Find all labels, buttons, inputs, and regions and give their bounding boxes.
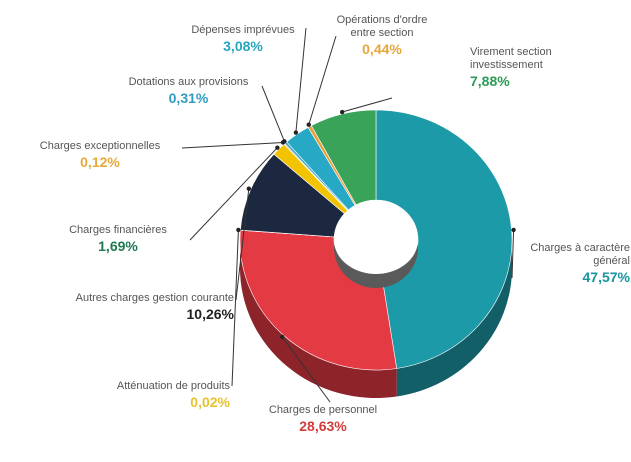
- category-name: Charges à caractère général: [530, 242, 630, 267]
- category-name: Charges de personnel: [268, 404, 378, 416]
- leader-line-6: [181, 141, 284, 149]
- label-charges-personnel: Charges de personnel 28,63%: [268, 404, 378, 434]
- leader-line-9: [308, 35, 337, 125]
- slice-side-1: [396, 240, 512, 397]
- leader-dot-10: [339, 109, 345, 115]
- leader-dot-7: [282, 139, 287, 144]
- leader-dot-2: [280, 334, 285, 340]
- donut-depth: [240, 240, 512, 398]
- leader-dot-4: [246, 186, 252, 191]
- value-label: 0,44%: [362, 41, 402, 57]
- category-name: Virement section investissement: [470, 46, 552, 71]
- value-label: 0,12%: [80, 154, 120, 170]
- leader-line-5: [189, 147, 278, 241]
- label-autres-charges: Autres charges gestion courante 10,26%: [6, 292, 234, 322]
- leader-line-4: [235, 188, 250, 301]
- leader-line-1: [511, 229, 515, 279]
- label-charges-exceptionnelles: Charges exceptionnelles 0,12%: [20, 140, 180, 170]
- value-label: 0,31%: [168, 90, 209, 106]
- category-name: Dépenses imprévues: [191, 24, 295, 36]
- value-label: 28,63%: [299, 418, 347, 434]
- leader-line-2: [281, 336, 331, 403]
- label-charges-caractere-general: Charges à caractère général 47,57%: [512, 242, 630, 285]
- label-charges-financieres: Charges financières 1,69%: [48, 224, 188, 254]
- leader-dot-9: [306, 122, 311, 127]
- label-dotations-provisions: Dotations aux provisions 0,31%: [106, 76, 271, 106]
- category-name: Atténuation de produits: [116, 380, 230, 392]
- leader-dot-3: [236, 227, 241, 233]
- leader-dot-8: [293, 130, 299, 135]
- value-label: 1,69%: [98, 238, 138, 254]
- donut-slices: [239, 109, 513, 371]
- donut-hole: [334, 206, 418, 274]
- category-name: Charges financières: [69, 224, 167, 236]
- value-label: 10,26%: [186, 306, 234, 322]
- slice-1: [375, 109, 513, 369]
- leader-line-8: [295, 27, 307, 133]
- leader-dot-5: [275, 145, 280, 150]
- value-label: 7,88%: [470, 73, 510, 89]
- label-operations-ordre: Opérations d'ordre entre section 0,44%: [332, 14, 432, 57]
- label-virement-section: Virement section investissement 7,88%: [470, 46, 595, 89]
- leader-dot-1: [511, 227, 516, 233]
- value-label: 47,57%: [582, 269, 630, 285]
- category-name: Autres charges gestion courante: [75, 292, 234, 304]
- category-name: Dotations aux provisions: [128, 76, 249, 88]
- leader-line-7: [261, 85, 285, 142]
- category-name: Charges exceptionnelles: [39, 140, 161, 152]
- leader-line-3: [231, 229, 239, 387]
- value-label: 0,02%: [190, 394, 230, 410]
- leader-line-10: [342, 97, 393, 113]
- slice-10: [310, 109, 377, 206]
- leader-lines: [181, 27, 516, 403]
- value-label: 3,08%: [223, 38, 263, 54]
- label-attenuation-produits: Atténuation de produits 0,02%: [60, 380, 230, 410]
- category-name: Opérations d'ordre entre section: [336, 14, 428, 39]
- slice-side-2: [240, 240, 397, 398]
- label-depenses-imprevues: Dépenses imprévues 3,08%: [178, 24, 308, 54]
